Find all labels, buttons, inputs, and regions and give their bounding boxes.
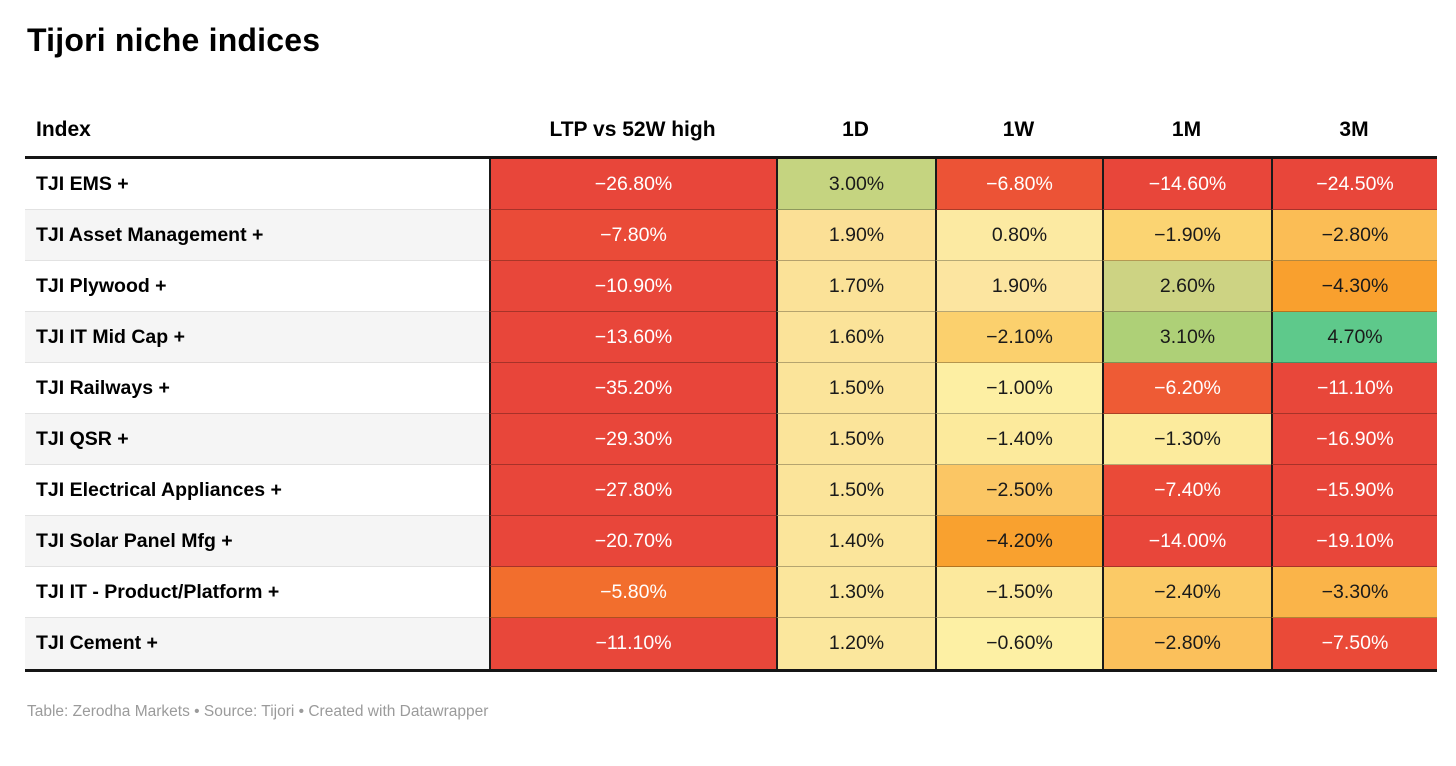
column-header-1w: 1W <box>1002 117 1035 141</box>
cell-ltp: −7.80% <box>489 210 776 261</box>
cell-w1: −2.50% <box>935 465 1102 516</box>
table-row: TJI Plywood + −10.90% 1.70% 1.90% 2.60% −4.30… <box>25 261 1437 312</box>
cell-ltp: −13.60% <box>489 312 776 363</box>
indices-table: Index LTP vs 52W high 1D 1W 1M 3M TJI EM… <box>25 103 1437 672</box>
cell-m1: −2.40% <box>1102 567 1271 618</box>
cell-ltp: −27.80% <box>489 465 776 516</box>
table-row: TJI EMS + −26.80% 3.00% −6.80% −14.60% −24.50… <box>25 159 1437 210</box>
cell-m3: −16.90% <box>1271 414 1437 465</box>
cell-m3: 4.70% <box>1271 312 1437 363</box>
cell-d1: 1.50% <box>776 363 935 414</box>
table-row: TJI QSR + −29.30% 1.50% −1.40% −1.30% −16.90% <box>25 414 1437 465</box>
row-index-name[interactable]: TJI Solar Panel Mfg + <box>25 516 489 567</box>
cell-m3: −3.30% <box>1271 567 1437 618</box>
cell-d1: 1.20% <box>776 618 935 669</box>
cell-d1: 1.50% <box>776 465 935 516</box>
cell-m3: −15.90% <box>1271 465 1437 516</box>
cell-w1: −0.60% <box>935 618 1102 669</box>
cell-w1: −1.00% <box>935 363 1102 414</box>
cell-w1: −6.80% <box>935 159 1102 210</box>
row-index-name[interactable]: TJI IT - Product/Platform + <box>25 567 489 618</box>
cell-m3: −7.50% <box>1271 618 1437 669</box>
cell-m3: −24.50% <box>1271 159 1437 210</box>
cell-d1: 1.90% <box>776 210 935 261</box>
table-body: TJI EMS + −26.80% 3.00% −6.80% −14.60% −24.50… <box>25 159 1437 672</box>
column-header-ltp-vs-52w-high: LTP vs 52W high <box>549 117 716 141</box>
column-header-1m: 1M <box>1171 117 1202 141</box>
row-index-name[interactable]: TJI Cement + <box>25 618 489 669</box>
table-row: TJI Electrical Appliances + −27.80% 1.50% −… <box>25 465 1437 516</box>
row-index-name[interactable]: TJI Railways + <box>25 363 489 414</box>
column-header-1d: 1D <box>842 117 869 141</box>
row-index-name[interactable]: TJI EMS + <box>25 159 489 210</box>
cell-m1: −6.20% <box>1102 363 1271 414</box>
table-row: TJI IT - Product/Platform + −5.80% 1.30% −1… <box>25 567 1437 618</box>
cell-m3: −19.10% <box>1271 516 1437 567</box>
cell-m3: −2.80% <box>1271 210 1437 261</box>
row-index-name[interactable]: TJI Electrical Appliances + <box>25 465 489 516</box>
cell-ltp: −35.20% <box>489 363 776 414</box>
page-title: Tijori niche indices <box>27 22 321 58</box>
table-row: TJI Solar Panel Mfg + −20.70% 1.40% −4.20% −… <box>25 516 1437 567</box>
cell-m1: −14.00% <box>1102 516 1271 567</box>
page: Tijori niche indices Index LTP vs 52W hi… <box>25 22 1437 720</box>
column-header-index: Index <box>36 117 91 141</box>
cell-m3: −11.10% <box>1271 363 1437 414</box>
cell-w1: −2.10% <box>935 312 1102 363</box>
cell-ltp: −26.80% <box>489 159 776 210</box>
cell-d1: 1.30% <box>776 567 935 618</box>
cell-w1: 1.90% <box>935 261 1102 312</box>
cell-ltp: −10.90% <box>489 261 776 312</box>
cell-w1: −1.50% <box>935 567 1102 618</box>
row-index-name[interactable]: TJI QSR + <box>25 414 489 465</box>
cell-w1: −1.40% <box>935 414 1102 465</box>
cell-m3: −4.30% <box>1271 261 1437 312</box>
cell-d1: 3.00% <box>776 159 935 210</box>
cell-d1: 1.40% <box>776 516 935 567</box>
row-index-name[interactable]: TJI Asset Management + <box>25 210 489 261</box>
cell-d1: 1.50% <box>776 414 935 465</box>
table-footer: Table: Zerodha Markets • Source: Tijori … <box>27 703 489 720</box>
cell-w1: −4.20% <box>935 516 1102 567</box>
cell-ltp: −11.10% <box>489 618 776 669</box>
cell-m1: −1.90% <box>1102 210 1271 261</box>
table-row: TJI Cement + −11.10% 1.20% −0.60% −2.80% −7.5… <box>25 618 1437 669</box>
cell-m1: 2.60% <box>1102 261 1271 312</box>
table-row: TJI IT Mid Cap + −13.60% 1.60% −2.10% 3.10% 4… <box>25 312 1437 363</box>
table-row: TJI Railways + −35.20% 1.50% −1.00% −6.20% −1… <box>25 363 1437 414</box>
table-header-row: Index LTP vs 52W high 1D 1W 1M 3M <box>25 103 1437 159</box>
cell-m1: −2.80% <box>1102 618 1271 669</box>
cell-ltp: −29.30% <box>489 414 776 465</box>
cell-ltp: −5.80% <box>489 567 776 618</box>
table-row: TJI Asset Management + −7.80% 1.90% 0.80% −1… <box>25 210 1437 261</box>
cell-ltp: −20.70% <box>489 516 776 567</box>
cell-m1: −14.60% <box>1102 159 1271 210</box>
row-index-name[interactable]: TJI IT Mid Cap + <box>25 312 489 363</box>
cell-m1: −7.40% <box>1102 465 1271 516</box>
cell-d1: 1.70% <box>776 261 935 312</box>
row-index-name[interactable]: TJI Plywood + <box>25 261 489 312</box>
cell-d1: 1.60% <box>776 312 935 363</box>
column-header-3m: 3M <box>1339 117 1369 141</box>
cell-m1: 3.10% <box>1102 312 1271 363</box>
cell-m1: −1.30% <box>1102 414 1271 465</box>
cell-w1: 0.80% <box>935 210 1102 261</box>
